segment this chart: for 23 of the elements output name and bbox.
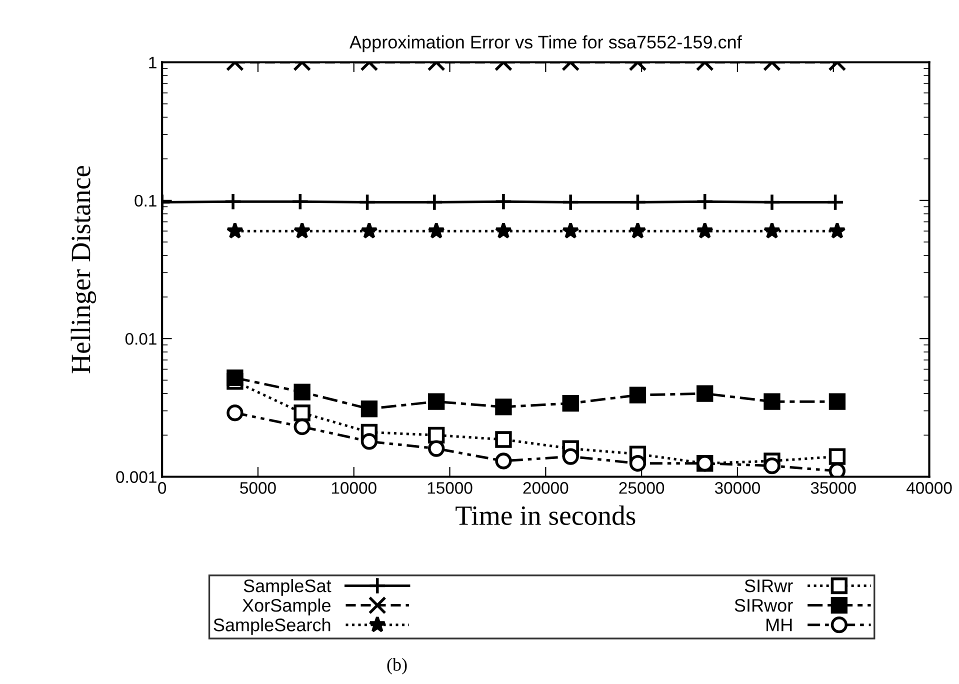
x-axis-title: Time in seconds	[456, 505, 636, 526]
x-tick-label: 20000	[523, 482, 568, 494]
y-tick-label: 0.1	[134, 194, 156, 207]
text: (b)	[387, 658, 407, 674]
x-tick-label: 15000	[428, 482, 472, 494]
x-tick-label: 5000	[240, 482, 276, 494]
legend-label: MH	[766, 618, 792, 632]
legend-label: SampleSat	[244, 578, 332, 596]
x-tick-label: 10000	[332, 482, 376, 494]
legend-label: SIRwor	[734, 599, 793, 612]
y-tick-label: 0.01	[125, 332, 156, 345]
y-tick-label: 0.001	[116, 471, 156, 483]
y-axis-title: Hellinger Distance	[70, 166, 96, 374]
legend-label: XorSample	[242, 598, 331, 616]
x-tick-label: 0	[158, 482, 166, 494]
y-tick-label: 1	[149, 56, 156, 68]
x-tick-label: 30000	[714, 482, 760, 494]
chart-title: Approximation Error vs Time for ssa7552-159.cnf	[350, 35, 742, 52]
legend-label: SampleSearch	[214, 618, 330, 635]
x-tick-label: 35000	[810, 482, 856, 494]
legend-label: SIRwr	[744, 579, 793, 592]
x-tick-label: 40000	[906, 482, 952, 494]
x-tick-label: 25000	[619, 482, 664, 494]
